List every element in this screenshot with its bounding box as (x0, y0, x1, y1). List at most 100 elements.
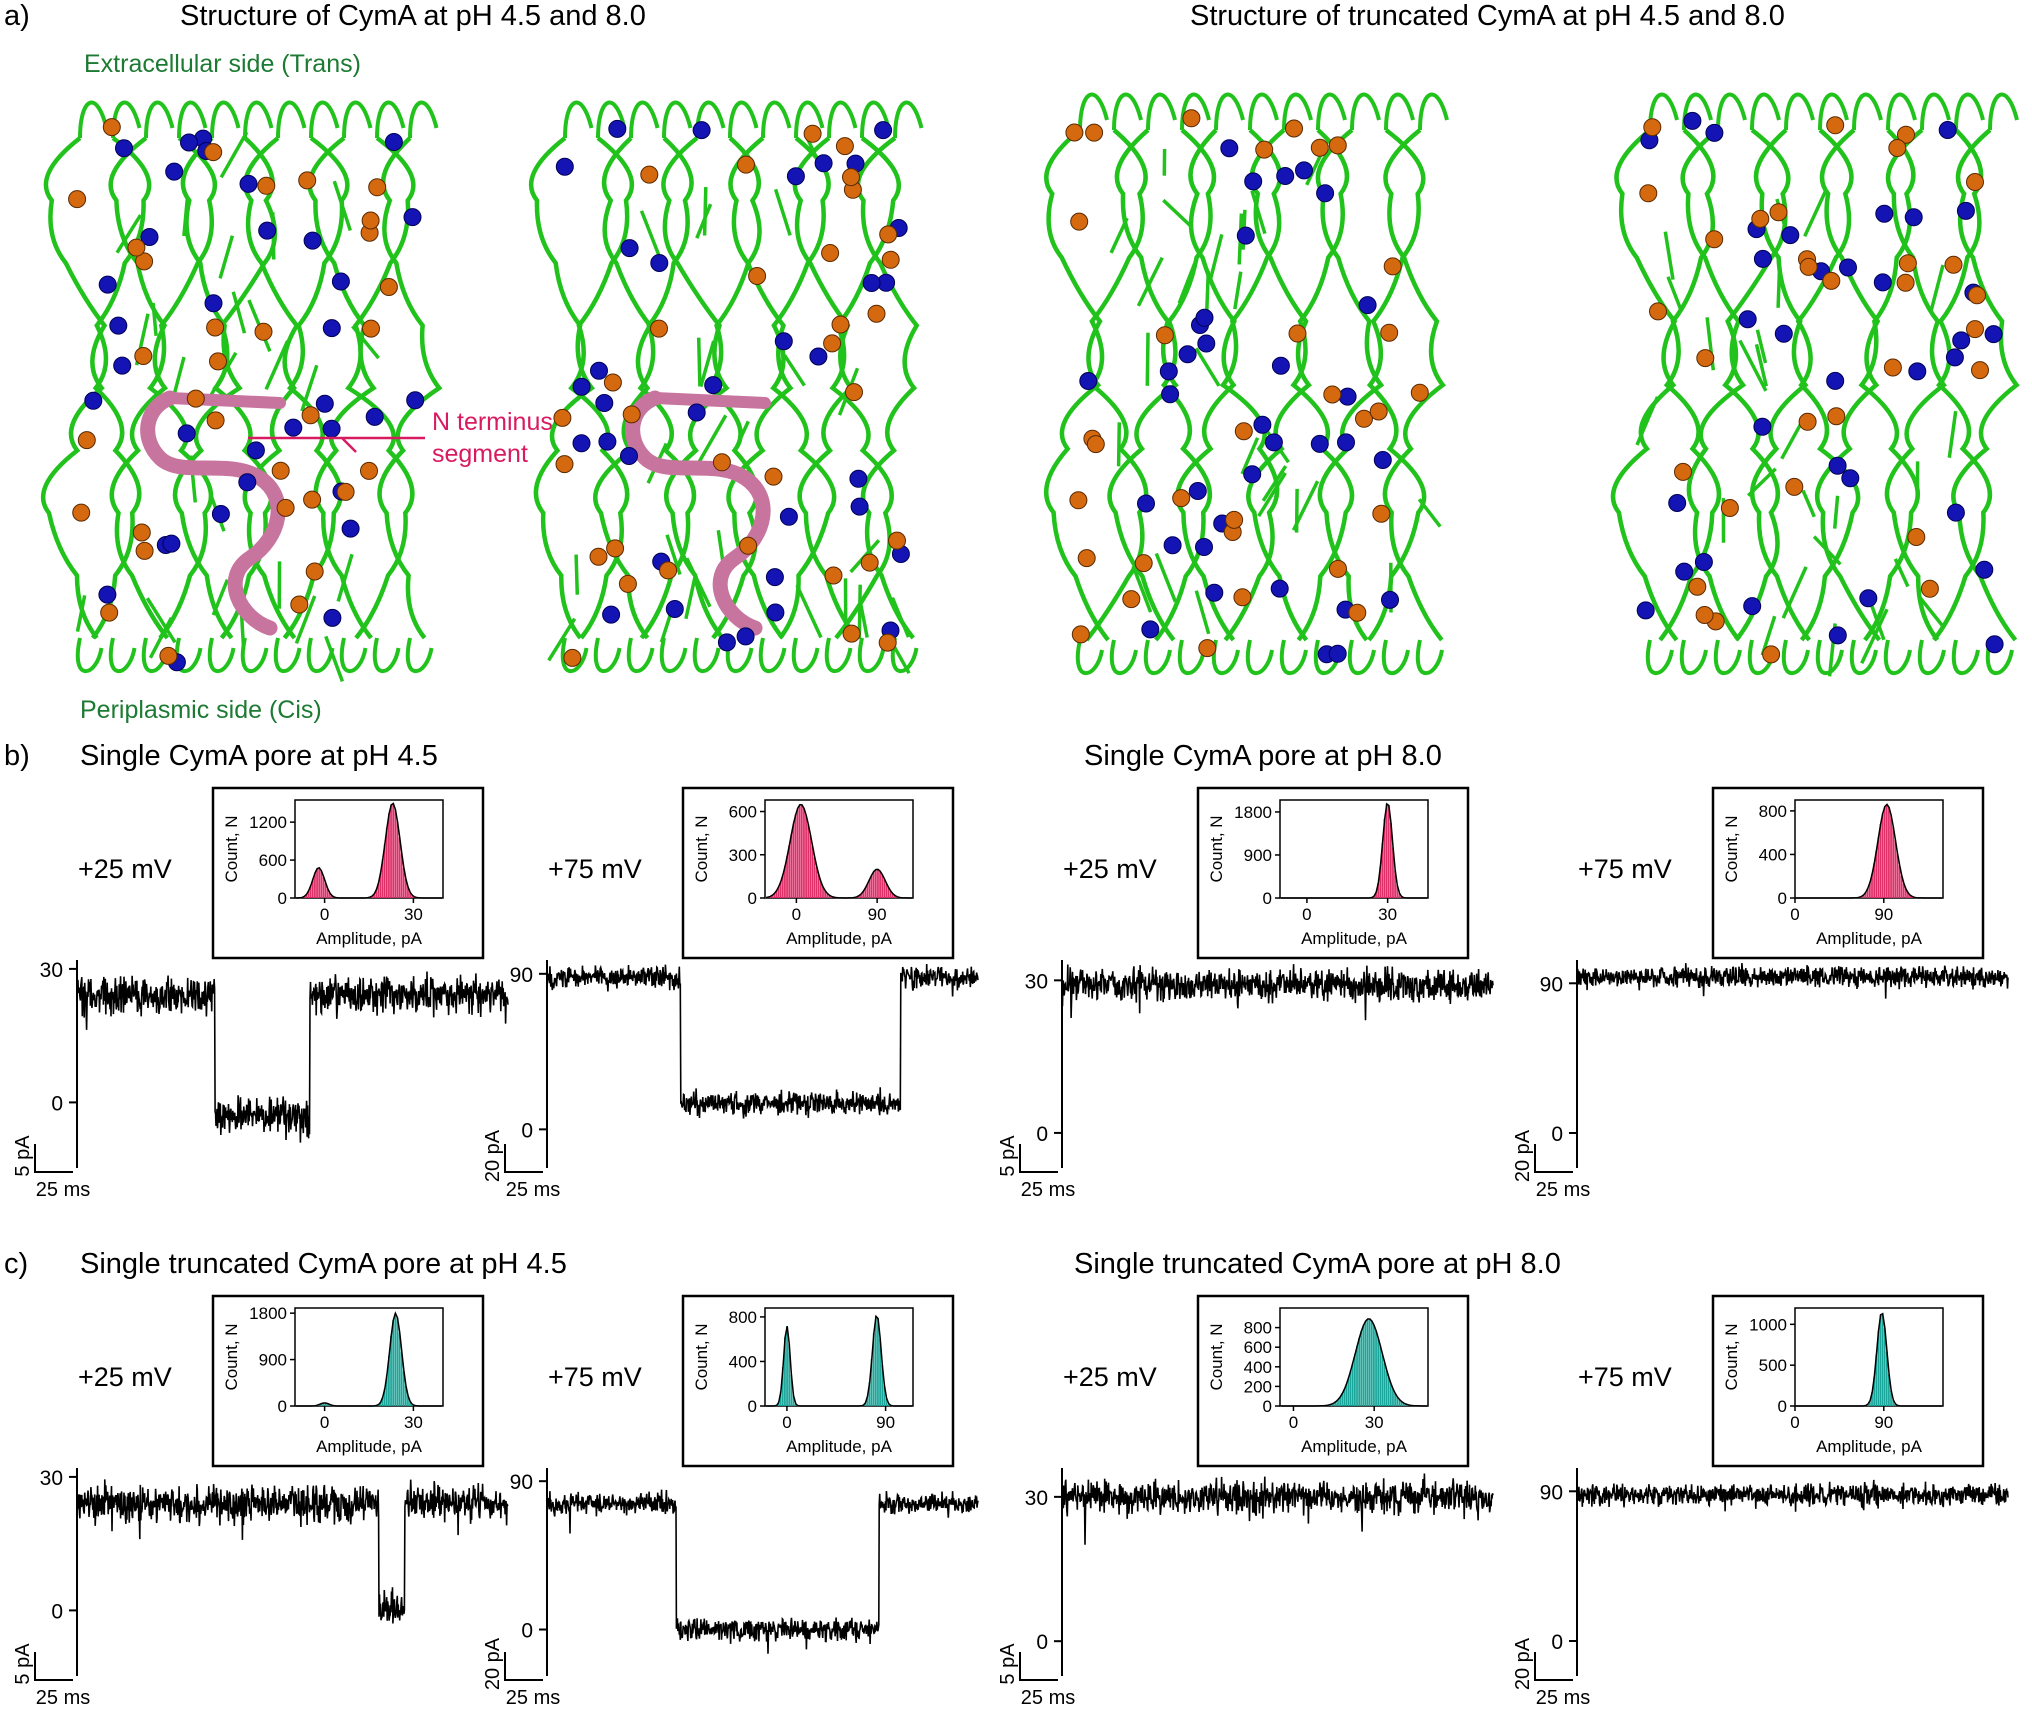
strand-crossing (1929, 264, 1945, 313)
acidic-residue-sphere (1798, 412, 1817, 431)
acidic-residue-sphere (1751, 209, 1770, 228)
beta-strand (90, 136, 152, 640)
histogram-frame (211, 786, 485, 960)
strand-crossing (639, 210, 664, 264)
loop (1418, 92, 1449, 131)
histogram-bar (883, 1385, 886, 1406)
loop (1886, 92, 1917, 131)
scale-bar-x-label: 25 ms (1021, 1687, 1075, 1709)
basic-residue-sphere (572, 377, 591, 396)
voltage-label: +75 mV (1578, 1362, 1672, 1392)
amplitude-histogram-6: 0 400 800 0 90 Amplitude, pA Count, N (681, 1294, 955, 1468)
acidic-residue-sphere (134, 347, 153, 365)
strand-crossing (219, 131, 249, 179)
histogram-bar (1396, 885, 1399, 898)
acidic-residue-sphere (622, 405, 641, 424)
loop (405, 637, 434, 674)
basic-residue-sphere (1220, 139, 1239, 158)
y-tick-label: 30 (1025, 1487, 1048, 1510)
y-tick-label: 0 (1778, 889, 1787, 908)
acidic-residue-sphere (737, 155, 755, 174)
histogram-bar (1898, 865, 1901, 898)
acidic-residue-sphere (1172, 489, 1191, 508)
acidic-residue-sphere (1065, 123, 1084, 142)
beta-strand (1154, 128, 1217, 642)
basic-residue-sphere (1161, 385, 1180, 404)
histogram-bar (1877, 1331, 1880, 1406)
histogram-bar (794, 814, 797, 898)
loop (626, 637, 655, 674)
loop (207, 637, 236, 674)
histogram-frame (681, 1294, 955, 1468)
x-axis-label: Amplitude, pA (316, 1437, 422, 1456)
basic-residue-sphere (1841, 469, 1860, 488)
loop (857, 637, 886, 674)
loop (1716, 92, 1747, 131)
histogram-bar (398, 837, 401, 898)
strand-crossing (145, 597, 177, 644)
histogram-bar (830, 896, 833, 898)
histogram-bar (1383, 1362, 1386, 1406)
basic-residue-sphere (1859, 589, 1878, 608)
strand-crossing (1240, 437, 1260, 475)
loop (1143, 639, 1172, 676)
loop (342, 100, 373, 139)
beta-strand (770, 136, 837, 640)
histogram-bar (1888, 807, 1890, 898)
basic-residue-sphere (1178, 345, 1197, 364)
histogram-bar (1864, 892, 1867, 898)
loop (240, 637, 269, 674)
acidic-residue-sphere (301, 406, 320, 425)
histogram-bar (790, 834, 793, 898)
acidic-residue-sphere (298, 171, 317, 190)
x-tick-label: 30 (404, 905, 423, 924)
histogram-bar (1383, 818, 1386, 898)
acidic-residue-sphere (1896, 273, 1915, 292)
loop (1988, 92, 2019, 131)
histogram-bar (392, 1320, 395, 1406)
strand-crossing (264, 340, 290, 391)
basic-residue-sphere (1694, 553, 1713, 571)
basic-residue-sphere (595, 394, 614, 412)
loop (1109, 639, 1138, 676)
scale-bar (34, 1652, 73, 1681)
acidic-residue-sphere (1328, 136, 1347, 155)
histogram-bar (324, 882, 327, 898)
basic-residue-sphere (1236, 226, 1255, 245)
histogram-bar (322, 876, 325, 898)
voltage-label: +25 mV (1063, 1362, 1157, 1392)
strand-crossing (1162, 198, 1193, 229)
acidic-residue-sphere (1122, 590, 1141, 609)
y-tick-label: 0 (1263, 1397, 1272, 1416)
histogram-bar (828, 895, 831, 898)
loop (791, 637, 820, 674)
strand-crossing (1208, 233, 1224, 280)
strand-crossing (231, 291, 247, 334)
basic-residue-sphere (862, 274, 881, 292)
basic-residue-sphere (1705, 123, 1724, 142)
current-trace-line (1576, 1479, 2009, 1512)
panel-a-title-left: Structure of CymA at pH 4.5 and 8.0 (180, 0, 646, 32)
acidic-residue-sphere (290, 595, 309, 614)
acidic-residue-sphere (186, 389, 205, 408)
basic-residue-sphere (1264, 433, 1283, 452)
histogram-bar (773, 893, 776, 898)
strand-crossing (300, 364, 319, 412)
y-tick-label: 0 (278, 1397, 287, 1416)
x-axis-label: Amplitude, pA (786, 929, 892, 948)
strand-crossing (1194, 347, 1221, 387)
x-axis-label: Amplitude, pA (1816, 929, 1922, 948)
histogram-bar (809, 834, 812, 898)
acidic-residue-sphere (824, 566, 843, 585)
strand-crossing (151, 302, 158, 336)
basic-residue-sphere (323, 608, 342, 627)
histogram-bar (379, 872, 382, 898)
basic-residue-sphere (365, 407, 384, 426)
histogram-bar (1387, 1377, 1390, 1406)
strand-crossing (1131, 565, 1153, 613)
current-trace-line (1061, 1473, 1494, 1545)
histogram-bar (309, 885, 312, 898)
beta-strand (40, 136, 108, 640)
